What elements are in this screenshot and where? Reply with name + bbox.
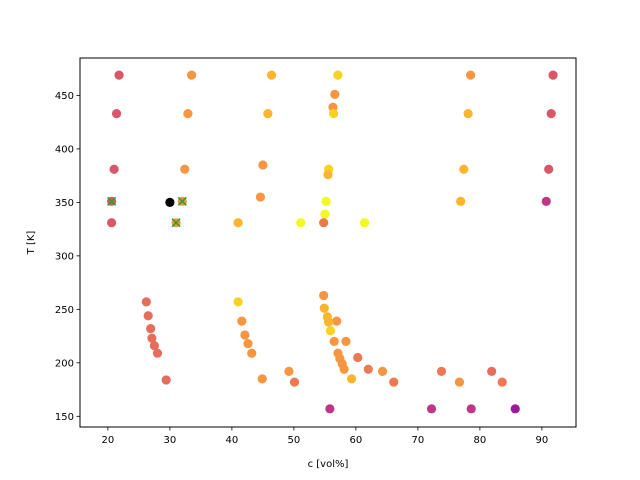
data-point bbox=[359, 218, 370, 228]
data-point bbox=[330, 89, 340, 99]
data-point bbox=[247, 348, 257, 358]
data-point bbox=[143, 311, 153, 321]
data-point bbox=[333, 70, 343, 80]
data-point bbox=[263, 109, 273, 119]
data-point bbox=[321, 196, 331, 206]
y-axis-label: T [K] bbox=[26, 231, 37, 256]
data-point bbox=[152, 348, 163, 358]
data-point bbox=[466, 404, 476, 414]
data-point bbox=[341, 336, 351, 347]
y-tick-label: 200 bbox=[55, 358, 74, 369]
data-point bbox=[487, 366, 497, 376]
data-point bbox=[319, 290, 329, 301]
data-point bbox=[257, 374, 267, 384]
data-point bbox=[463, 109, 473, 119]
data-point bbox=[363, 364, 373, 374]
data-point bbox=[114, 70, 124, 80]
data-point bbox=[332, 316, 342, 326]
data-point bbox=[149, 341, 159, 351]
data-point bbox=[146, 324, 156, 334]
y-axis-ticks: 150 200 250 300 350 400 450 bbox=[55, 91, 80, 423]
data-point bbox=[329, 336, 339, 347]
data-point bbox=[320, 209, 330, 219]
data-point bbox=[548, 70, 558, 80]
data-point bbox=[233, 218, 243, 228]
y-tick-label: 150 bbox=[55, 412, 74, 423]
data-point bbox=[339, 364, 349, 374]
y-tick-label: 450 bbox=[55, 91, 74, 102]
data-point bbox=[240, 330, 250, 340]
data-point bbox=[541, 196, 551, 206]
data-point bbox=[436, 366, 447, 376]
data-point bbox=[328, 109, 339, 119]
x-tick-label: 30 bbox=[164, 435, 177, 446]
data-point bbox=[165, 197, 175, 207]
x-tick-label: 50 bbox=[288, 435, 301, 446]
x-tick-label: 80 bbox=[474, 435, 487, 446]
data-point bbox=[346, 374, 357, 384]
data-point bbox=[426, 404, 437, 414]
data-point bbox=[284, 366, 294, 376]
data-point bbox=[546, 109, 556, 119]
y-tick-label: 300 bbox=[55, 251, 74, 262]
data-point bbox=[324, 317, 334, 327]
data-point bbox=[233, 297, 243, 307]
data-point bbox=[147, 333, 157, 343]
data-point bbox=[466, 70, 476, 80]
data-point bbox=[497, 377, 507, 387]
data-point bbox=[111, 109, 122, 119]
data-point bbox=[459, 164, 469, 174]
x-tick-label: 60 bbox=[350, 435, 363, 446]
data-point bbox=[456, 196, 466, 206]
data-point bbox=[187, 70, 197, 80]
y-tick-label: 250 bbox=[55, 305, 74, 316]
x-tick-label: 20 bbox=[102, 435, 115, 446]
data-point bbox=[377, 366, 388, 376]
x-tick-label: 90 bbox=[536, 435, 549, 446]
data-point bbox=[325, 326, 336, 336]
data-point bbox=[296, 218, 306, 228]
y-tick-label: 350 bbox=[55, 198, 74, 209]
data-point bbox=[258, 160, 268, 170]
x-axis-ticks: 20 30 40 50 60 70 80 90 bbox=[102, 427, 549, 446]
data-point bbox=[180, 164, 190, 174]
data-point bbox=[161, 375, 171, 385]
data-point bbox=[183, 109, 193, 119]
x-tick-label: 70 bbox=[412, 435, 425, 446]
data-point bbox=[319, 303, 329, 313]
x-tick-label: 40 bbox=[226, 435, 239, 446]
data-point bbox=[353, 352, 363, 363]
data-point bbox=[141, 297, 151, 307]
plot-frame bbox=[79, 57, 577, 428]
x-marker bbox=[107, 196, 117, 206]
x-marker bbox=[177, 196, 187, 206]
data-point bbox=[323, 169, 333, 180]
data-point bbox=[544, 164, 554, 174]
data-point bbox=[389, 377, 399, 387]
data-point bbox=[325, 404, 335, 414]
data-point bbox=[510, 404, 520, 414]
data-point bbox=[237, 316, 247, 326]
data-point bbox=[319, 218, 329, 228]
data-point bbox=[266, 70, 277, 80]
data-point bbox=[255, 192, 266, 202]
y-tick-label: 400 bbox=[55, 144, 74, 155]
data-point bbox=[289, 377, 300, 387]
data-point bbox=[243, 338, 253, 349]
data-point bbox=[109, 164, 119, 174]
data-point bbox=[107, 218, 117, 228]
x-markers bbox=[107, 196, 187, 228]
x-axis-label: c [vol%] bbox=[308, 459, 349, 470]
data-point bbox=[454, 377, 465, 387]
x-marker bbox=[171, 218, 181, 228]
